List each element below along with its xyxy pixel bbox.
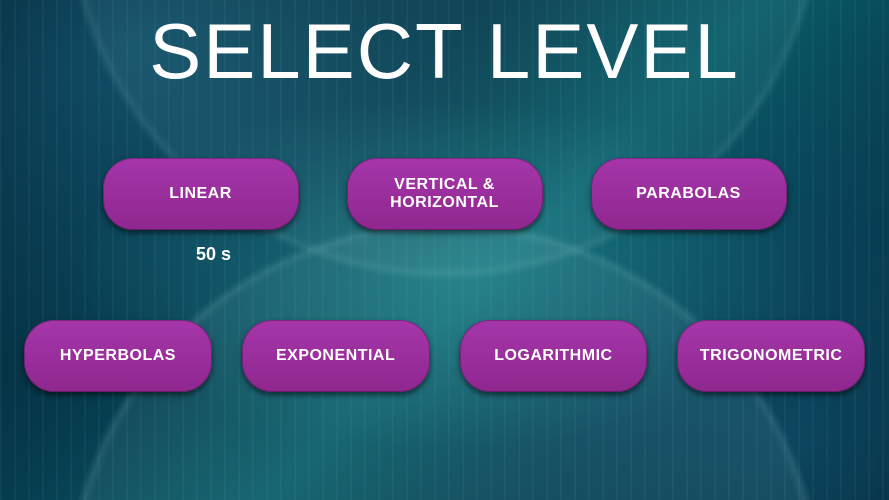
level-row-bottom: HYPERBOLAS EXPONENTIAL LOGARITHMIC TRIGO…: [0, 320, 889, 392]
level-button-label: VERTICAL & HORIZONTAL: [357, 176, 533, 213]
page-title: SELECT LEVEL: [0, 6, 889, 97]
level-button-linear[interactable]: LINEAR: [103, 158, 299, 230]
level-button-label: LOGARITHMIC: [494, 347, 612, 365]
level-button-label: EXPONENTIAL: [276, 347, 395, 365]
timer-label: 50 s: [196, 244, 231, 265]
level-button-vertical-horizontal[interactable]: VERTICAL & HORIZONTAL: [347, 158, 543, 230]
level-button-label: HYPERBOLAS: [60, 347, 176, 365]
level-button-exponential[interactable]: EXPONENTIAL: [242, 320, 430, 392]
level-button-hyperbolas[interactable]: HYPERBOLAS: [24, 320, 212, 392]
level-button-label: PARABOLAS: [636, 185, 741, 203]
level-button-trigonometric[interactable]: TRIGONOMETRIC: [677, 320, 865, 392]
level-button-label: TRIGONOMETRIC: [700, 347, 843, 365]
level-button-parabolas[interactable]: PARABOLAS: [591, 158, 787, 230]
level-button-label: LINEAR: [169, 185, 232, 203]
level-row-top: LINEAR VERTICAL & HORIZONTAL PARABOLAS: [0, 158, 889, 230]
level-button-logarithmic[interactable]: LOGARITHMIC: [460, 320, 648, 392]
